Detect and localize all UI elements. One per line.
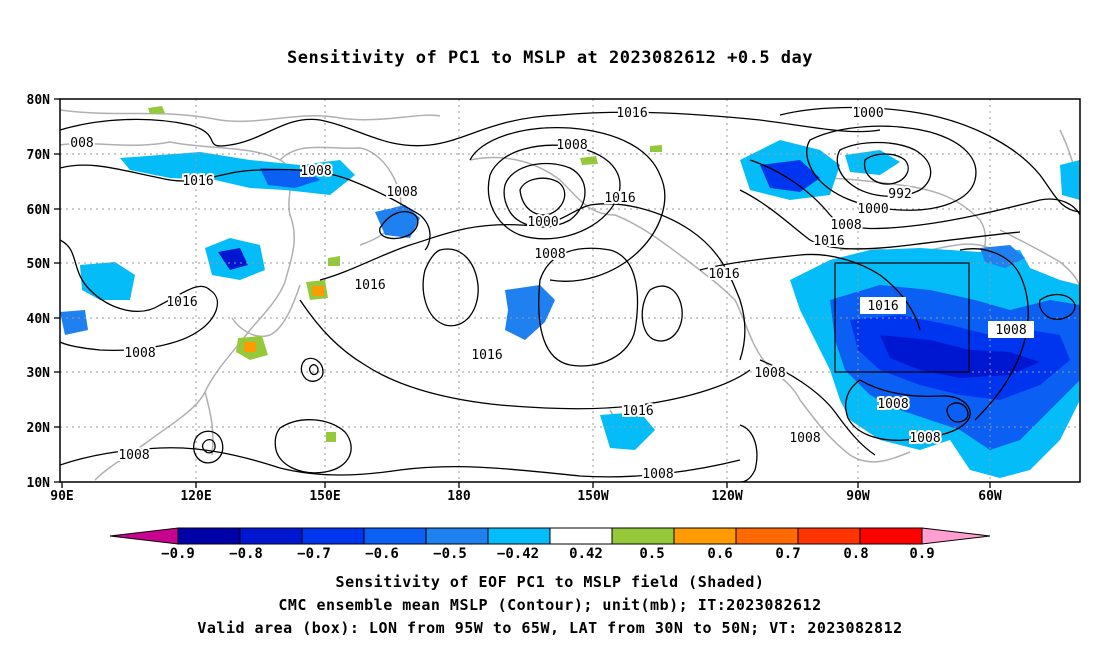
contour-label: 1016 — [622, 404, 653, 419]
contour-label: 1016 — [354, 278, 385, 293]
colorbar-segment — [921, 527, 991, 545]
colorbar-segment — [611, 527, 675, 545]
map-frame — [59, 98, 1081, 483]
colorbar-segment — [109, 527, 179, 545]
lon-label: 180 — [447, 489, 471, 504]
contour-label: 1008 — [754, 366, 785, 381]
colorbar-label: −0.6 — [365, 546, 399, 562]
colorbar-label: −0.42 — [497, 546, 539, 562]
chart-title: Sensitivity of PC1 to MSLP at 2023082612… — [286, 48, 813, 68]
colorbar-label: 0.9 — [909, 546, 934, 562]
lon-label: 150E — [309, 489, 340, 504]
colorbar-label: 0.7 — [775, 546, 800, 562]
colorbar-label: −0.8 — [229, 546, 263, 562]
valid-area-box — [834, 262, 970, 373]
lat-label: 70N — [27, 148, 51, 163]
contour-label: 1008 — [642, 467, 673, 482]
contour-label: 992 — [888, 187, 911, 202]
longitude-labels: 90E 120E 150E 180 150W 120W 90W 60W — [50, 489, 1002, 504]
colorbar-labels: −0.9 −0.8 −0.7 −0.6 −0.5 −0.42 0.42 0.5 … — [161, 546, 935, 562]
colorbar-segment — [735, 527, 799, 545]
contour-label: 1016 — [471, 348, 502, 363]
colorbar-label: 0.42 — [569, 546, 603, 562]
lon-label: 90E — [50, 489, 73, 504]
contour-label: 1008 — [995, 323, 1026, 338]
colorbar-label: 0.8 — [843, 546, 868, 562]
lon-label: 150W — [577, 489, 608, 504]
colorbar-segment — [301, 527, 365, 545]
colorbar-label: −0.5 — [433, 546, 467, 562]
contour-label: 1008 — [386, 185, 417, 200]
map-grid — [60, 99, 1080, 482]
contour-label: 1000 — [527, 215, 558, 230]
latitude-labels: 80N 70N 60N 50N 40N 30N 20N 10N — [27, 93, 51, 491]
contour-label: 1000 — [852, 106, 883, 121]
lat-label: 60N — [27, 203, 51, 218]
caption-valid-area: Valid area (box): LON from 95W to 65W, L… — [197, 619, 903, 637]
mslp-contours — [60, 106, 1080, 482]
contour-label: 1016 — [708, 267, 739, 282]
contour-label: 1008 — [300, 164, 331, 179]
contour-label: 1016 — [813, 234, 844, 249]
colorbar-label: −0.7 — [297, 546, 331, 562]
contour-label: 1008 — [789, 431, 820, 446]
lat-label: 10N — [27, 476, 51, 491]
colorbar-segment — [363, 527, 427, 545]
colorbar-segment — [239, 527, 303, 545]
colorbar-segment — [673, 527, 737, 545]
colorbar-segment — [549, 527, 613, 545]
contour-label: 1016 — [867, 299, 898, 314]
contour-label: 1008 — [124, 346, 155, 361]
axis-ticks — [54, 98, 991, 488]
contour-label: 1000 — [857, 202, 888, 217]
lat-label: 20N — [27, 421, 51, 436]
colorbar — [109, 527, 991, 545]
colorbar-label: 0.6 — [707, 546, 732, 562]
colorbar-segment — [797, 527, 861, 545]
lat-label: 30N — [27, 366, 51, 381]
lat-label: 40N — [27, 312, 51, 327]
colorbar-label: 0.5 — [639, 546, 664, 562]
contour-label: 1008 — [556, 138, 587, 153]
lon-label: 120W — [711, 489, 742, 504]
colorbar-segment — [487, 527, 551, 545]
lon-label: 90W — [846, 489, 870, 504]
colorbar-segment — [859, 527, 923, 545]
contour-label: 1008 — [118, 448, 149, 463]
contour-label: 008 — [70, 136, 93, 151]
contour-label: 1008 — [534, 247, 565, 262]
contour-labels: 008 1016 1008 1008 1016 1008 1016 1008 1… — [68, 104, 1034, 482]
caption-contour-field: CMC ensemble mean MSLP (Contour); unit(m… — [278, 596, 822, 614]
lat-label: 50N — [27, 257, 51, 272]
colorbar-segment — [177, 527, 241, 545]
contour-label: 1016 — [166, 295, 197, 310]
lon-label: 60W — [978, 489, 1002, 504]
contour-label: 1008 — [830, 218, 861, 233]
contour-label: 1008 — [877, 397, 908, 412]
lat-label: 80N — [27, 93, 51, 108]
contour-label: 1016 — [616, 106, 647, 121]
colorbar-segment — [425, 527, 489, 545]
caption-shaded-field: Sensitivity of EOF PC1 to MSLP field (Sh… — [335, 573, 765, 591]
contour-label: 1016 — [604, 191, 635, 206]
contour-label: 1008 — [909, 431, 940, 446]
colorbar-label: −0.9 — [161, 546, 195, 562]
lon-label: 120E — [180, 489, 211, 504]
contour-label: 1016 — [182, 174, 213, 189]
